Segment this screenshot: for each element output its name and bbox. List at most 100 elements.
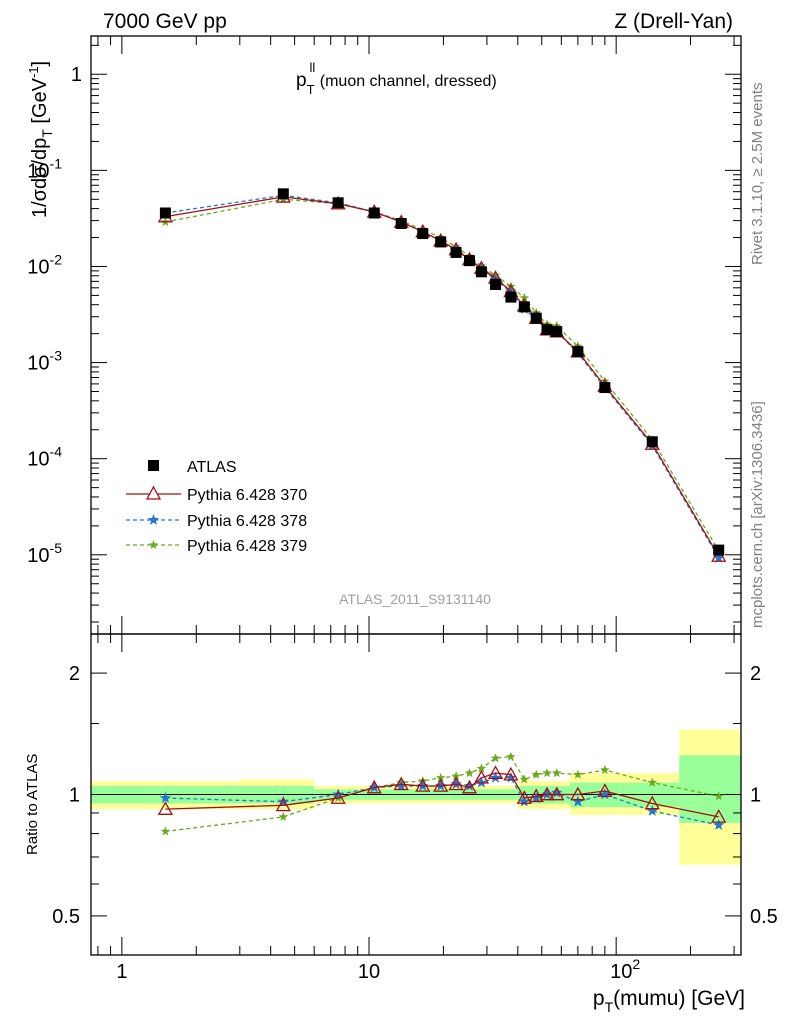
legend-marker-pythia-378	[147, 514, 160, 525]
main-y-tick-label: 10-4	[27, 444, 62, 471]
x-tick-label: 10	[358, 961, 380, 983]
header-right: Z (Drell-Yan)	[614, 10, 733, 33]
main-series-line	[165, 198, 720, 552]
main-point-star-marker	[519, 293, 530, 302]
analysis-watermark: ATLAS_2011_S9131140	[339, 591, 491, 607]
ratio-point-star-marker	[646, 805, 658, 816]
ratio-point-triangle-marker	[415, 778, 431, 792]
ratio-point-triangle-marker	[539, 786, 555, 801]
ratio-plot-frame	[90, 633, 742, 956]
ratio-series-pythia-370	[157, 765, 727, 823]
legend-label-pythia-379: Pythia 6.428 379	[187, 538, 307, 555]
main-point-square-marker	[417, 228, 429, 240]
ratio-point-triangle-marker	[487, 765, 504, 779]
ratio-point-star-marker	[551, 786, 563, 798]
main-point-square-marker	[713, 544, 725, 556]
x-label-sub: T	[605, 999, 614, 1015]
main-point-square-marker	[395, 217, 407, 229]
x-label-main: p	[593, 987, 605, 1010]
ratio-point-star-marker	[464, 768, 475, 778]
main-point-square-marker	[551, 326, 563, 338]
main-y-tick-exponent: -2	[50, 251, 63, 267]
ratio-y-tick-label-right: 1	[750, 785, 761, 807]
ratio-point-triangle-marker	[570, 786, 586, 801]
main-y-tick-mantissa: 10	[27, 160, 49, 182]
main-point-square-marker	[463, 255, 475, 267]
ratio-point-triangle-marker	[330, 790, 346, 804]
x-axis-label: pT(mumu) [GeV]	[593, 987, 745, 1015]
ratio-point-star-marker	[475, 776, 488, 788]
ratio-point-star-marker	[552, 768, 562, 778]
ratio-point-star-marker	[714, 791, 724, 801]
ratio-point-star-marker	[573, 769, 583, 779]
ratio-y-tick-label: 1	[69, 785, 80, 807]
main-point-square-marker	[435, 236, 447, 248]
legend-entry-pythia-379: Pythia 6.428 379	[126, 538, 307, 555]
ratio-point-triangle-marker	[644, 795, 660, 810]
main-point-square-marker	[530, 312, 542, 324]
main-y-tick-label: 10-3	[27, 348, 62, 375]
main-y-label-main: 1/σdσ/dp	[29, 138, 51, 218]
legend-label-pythia-378: Pythia 6.428 378	[187, 513, 307, 530]
main-y-tick-exponent: -4	[50, 444, 63, 460]
main-y-tick-exponent: -5	[50, 540, 63, 556]
main-point-square-marker	[475, 266, 487, 278]
main-point-square-marker	[368, 207, 380, 219]
ratio-point-triangle-marker	[433, 778, 449, 792]
main-point-star-marker	[713, 551, 725, 563]
ratio-point-triangle-marker	[275, 797, 291, 812]
main-y-tick-mantissa: 10	[27, 545, 49, 567]
main-y-tick-exponent: -1	[50, 155, 63, 171]
plot-title-rest: (muon channel, dressed)	[315, 73, 496, 90]
main-point-square-marker	[541, 324, 553, 336]
legend-marker-atlas	[148, 460, 159, 471]
ratio-point-star-marker	[277, 795, 289, 807]
legend-marker-pythia-370	[145, 485, 162, 500]
main-point-square-marker	[599, 382, 611, 394]
main-panel: 110-110-210-310-410-5 pTll (muon channel…	[26, 35, 742, 635]
main-y-tick-mantissa: 10	[27, 256, 49, 278]
mcplots-credit-text: mcplots.cern.ch [arXiv:1306.3436]	[749, 401, 766, 628]
ratio-point-triangle-marker	[473, 769, 490, 784]
main-y-tick-exponent: -3	[50, 348, 63, 364]
ratio-point-star-marker	[647, 777, 657, 787]
main-point-square-marker	[490, 278, 502, 290]
ratio-point-triangle-marker	[461, 779, 478, 794]
ratio-point-star-marker	[505, 771, 517, 783]
main-series-atlas	[159, 188, 725, 556]
main-point-square-marker	[646, 436, 658, 448]
ratio-point-star-marker	[519, 774, 530, 784]
ratio-point-star-marker	[451, 771, 461, 781]
ratio-point-star-marker	[489, 771, 502, 783]
ratio-point-star-marker	[518, 795, 530, 807]
ratio-point-star-marker	[463, 780, 476, 791]
ratio-point-star-marker	[713, 819, 725, 830]
ratio-y-axis-label: Ratio to ATLAS	[24, 754, 41, 855]
ratio-y-tick-label: 2	[69, 663, 80, 685]
legend-marker-pythia-379	[148, 540, 159, 549]
ratio-point-triangle-marker	[549, 786, 565, 801]
legend-entry-atlas: ATLAS	[148, 459, 237, 476]
x-tick-label: 102	[610, 956, 640, 983]
ratio-y-tick-label-right: 2	[750, 663, 761, 685]
ratio-point-star-marker	[530, 792, 542, 803]
ratio-point-star-marker	[160, 826, 171, 836]
header-left: 7000 GeV pp	[103, 10, 227, 33]
plot-title: pTll (muon channel, dressed)	[296, 60, 497, 97]
legend-entry-pythia-370: Pythia 6.428 370	[126, 485, 307, 504]
ratio-point-triangle-marker	[711, 809, 727, 823]
main-series-layer	[157, 188, 727, 563]
ratio-point-triangle-marker	[393, 776, 409, 791]
ratio-point-star-marker	[395, 780, 407, 791]
ratio-series-layer	[157, 751, 727, 836]
main-y-tick-mantissa: 10	[27, 353, 49, 375]
main-point-square-marker	[332, 197, 344, 209]
main-y-tick-label: 10-2	[27, 251, 62, 278]
main-point-square-marker	[572, 346, 584, 358]
ratio-point-star-marker	[278, 811, 289, 821]
main-y-tick-label: 1	[71, 64, 82, 86]
ratio-point-triangle-marker	[516, 790, 532, 804]
ratio-point-triangle-marker	[597, 783, 613, 797]
